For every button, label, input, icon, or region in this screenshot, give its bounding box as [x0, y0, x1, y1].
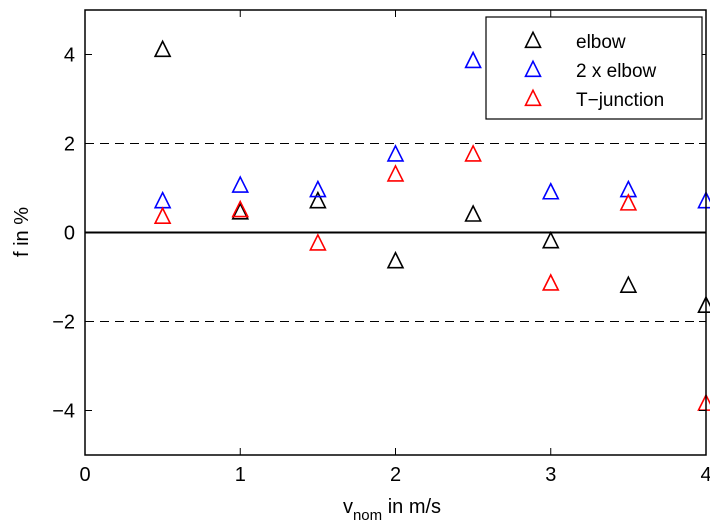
data-point [231, 199, 250, 218]
legend-label: T−junction [576, 90, 664, 111]
data-point [386, 164, 405, 182]
data-point [619, 193, 638, 211]
x-tick-label: 4 [700, 464, 710, 486]
x-axis-label: vnom in m/s [343, 496, 441, 524]
data-point [309, 190, 327, 209]
legend-marker [524, 59, 542, 78]
legend-marker [524, 30, 542, 49]
data-point [464, 204, 482, 222]
data-point [231, 175, 250, 193]
data-point [464, 144, 482, 162]
legend-label: elbow [576, 32, 626, 53]
x-tick-label: 1 [235, 464, 246, 486]
data-point [231, 201, 250, 220]
legend-box [485, 16, 703, 120]
y-tick-label: 4 [64, 45, 75, 67]
data-point [619, 275, 638, 294]
y-tick-label: 2 [64, 134, 75, 156]
series-elbow [153, 39, 710, 314]
data-point [541, 273, 560, 291]
x-axis-label-rest: in m/s [382, 496, 441, 518]
y-tick-label: 0 [64, 223, 75, 245]
x-axis-label-subscript: nom [353, 507, 382, 524]
x-tick-label: 0 [79, 464, 90, 486]
legend: elbow 2 x elbow T−junction [485, 16, 703, 120]
data-point [309, 179, 327, 198]
data-point [386, 250, 405, 269]
y-tick-label: −4 [52, 401, 75, 423]
legend-marker [524, 88, 542, 107]
data-point [153, 206, 172, 225]
data-point [153, 39, 172, 58]
data-point [464, 50, 482, 69]
data-point [541, 230, 560, 249]
y-axis-label: f in % [11, 207, 33, 257]
series-t-junction [153, 144, 710, 411]
data-point [309, 233, 327, 251]
x-tick-label: 2 [390, 464, 401, 486]
y-tick-label: −2 [52, 312, 75, 334]
data-point [386, 144, 405, 162]
x-tick-label: 3 [545, 464, 556, 486]
data-point [541, 181, 560, 200]
x-axis-label-main: v [343, 496, 353, 518]
legend-label: 2 x elbow [576, 61, 657, 82]
